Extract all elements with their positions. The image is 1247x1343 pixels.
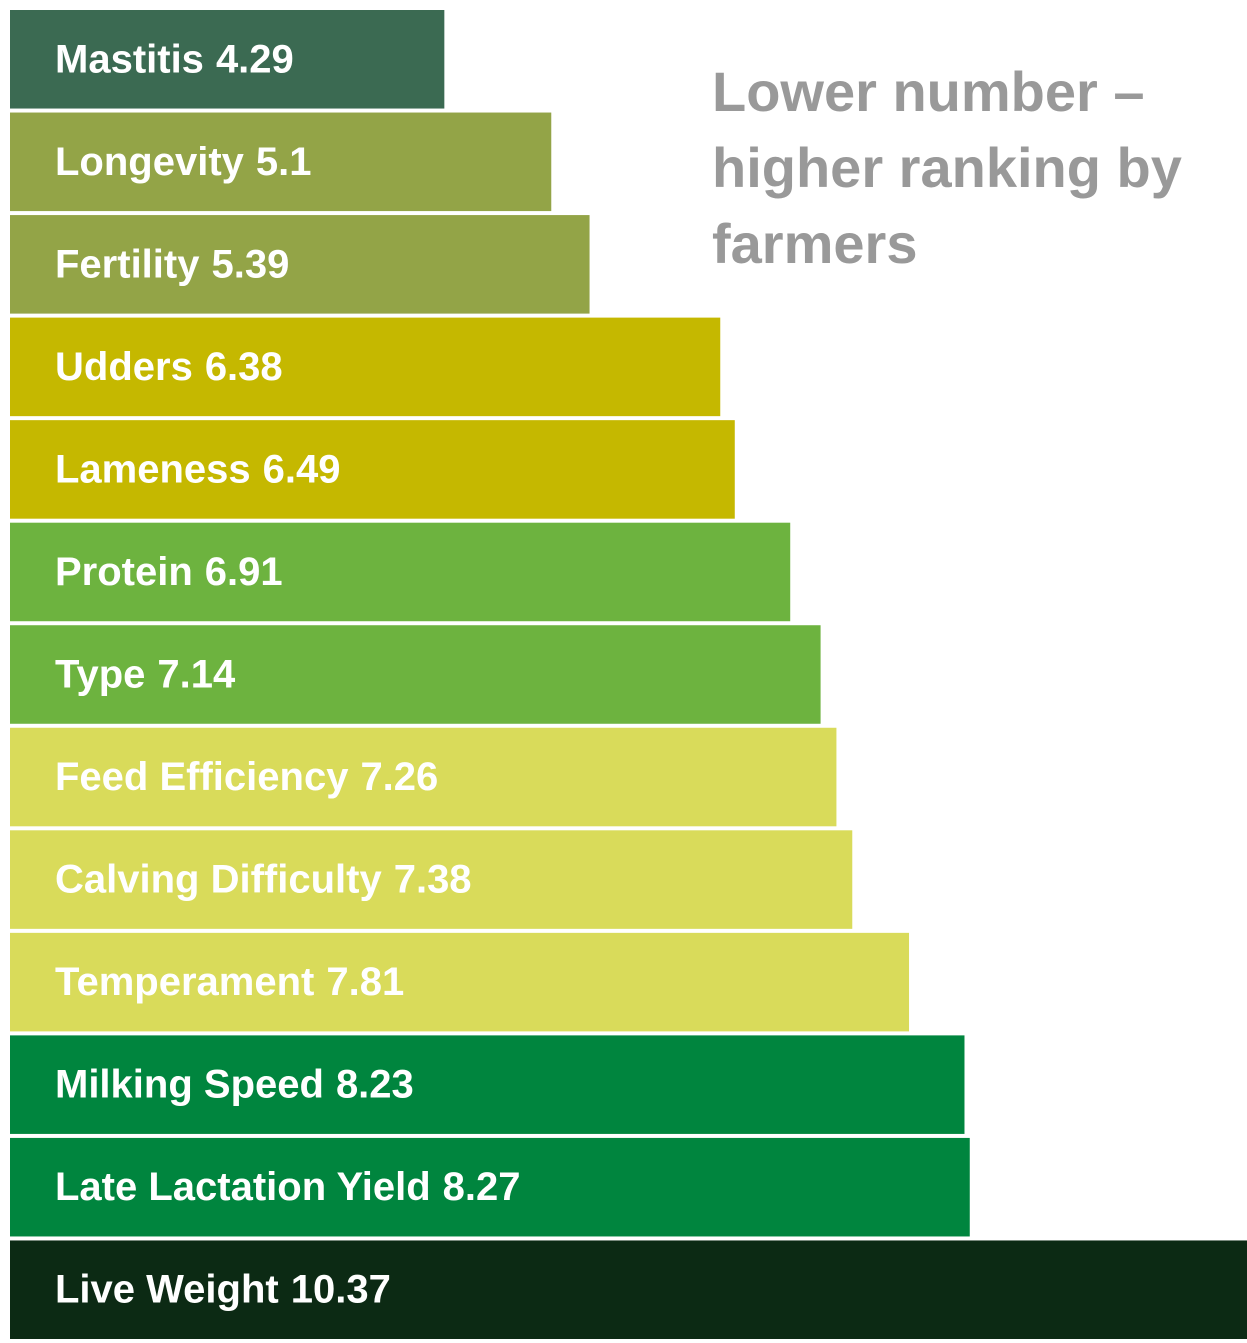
bar-label: Longevity 5.1	[55, 139, 312, 183]
category-label: Live Weight	[55, 1267, 279, 1311]
bar	[10, 1240, 1247, 1339]
bar-label: Mastitis 4.29	[55, 37, 294, 81]
value-label: 5.39	[211, 242, 289, 286]
value-label: 7.81	[326, 960, 404, 1004]
category-label: Longevity	[55, 139, 245, 183]
bar	[10, 830, 853, 929]
bar-label: Feed Efficiency 7.26	[55, 755, 438, 799]
bar	[10, 1137, 970, 1237]
category-label: Fertility	[55, 242, 200, 286]
value-label: 8.27	[443, 1165, 521, 1209]
bar	[10, 727, 837, 827]
value-label: 7.26	[360, 755, 438, 799]
annotation: Lower number –	[712, 60, 1145, 123]
bar	[10, 932, 910, 1032]
annotation: farmers	[712, 212, 917, 275]
bar	[10, 1035, 965, 1134]
value-label: 6.38	[205, 344, 283, 388]
bar-label: Udders 6.38	[55, 344, 283, 388]
bar-label: Late Lactation Yield 8.27	[55, 1165, 521, 1209]
bar-label: Fertility 5.39	[55, 242, 289, 286]
bar	[10, 317, 721, 417]
category-label: Milking Speed	[55, 1062, 324, 1106]
value-label: 7.38	[394, 857, 472, 901]
value-label: 10.37	[291, 1267, 391, 1311]
bar-label: Protein 6.91	[55, 550, 283, 594]
category-label: Type	[55, 652, 145, 696]
category-label: Temperament	[55, 960, 314, 1004]
category-label: Lameness	[55, 447, 251, 491]
bar	[10, 215, 590, 314]
category-label: Late Lactation Yield	[55, 1165, 431, 1209]
value-label: 6.91	[205, 550, 283, 594]
bar	[10, 522, 791, 622]
value-label: 7.14	[157, 652, 236, 696]
value-label: 6.49	[263, 447, 341, 491]
bar	[10, 10, 445, 109]
value-label: 4.29	[216, 37, 294, 81]
category-label: Protein	[55, 550, 193, 594]
bar-label: Type 7.14	[55, 652, 236, 696]
bar	[10, 112, 552, 212]
bar-label: Temperament 7.81	[55, 960, 404, 1004]
bar-label: Milking Speed 8.23	[55, 1062, 414, 1106]
annotation: higher ranking by	[712, 136, 1182, 199]
bar	[10, 625, 821, 724]
category-label: Calving Difficulty	[55, 857, 382, 901]
category-label: Mastitis	[55, 37, 204, 81]
category-label: Feed Efficiency	[55, 755, 349, 799]
category-label: Udders	[55, 344, 193, 388]
bar-label: Calving Difficulty 7.38	[55, 857, 472, 901]
bar	[10, 420, 735, 519]
bar-label: Lameness 6.49	[55, 447, 341, 491]
value-label: 5.1	[256, 139, 312, 183]
value-label: 8.23	[336, 1062, 414, 1106]
bar-label: Live Weight 10.37	[55, 1267, 391, 1311]
